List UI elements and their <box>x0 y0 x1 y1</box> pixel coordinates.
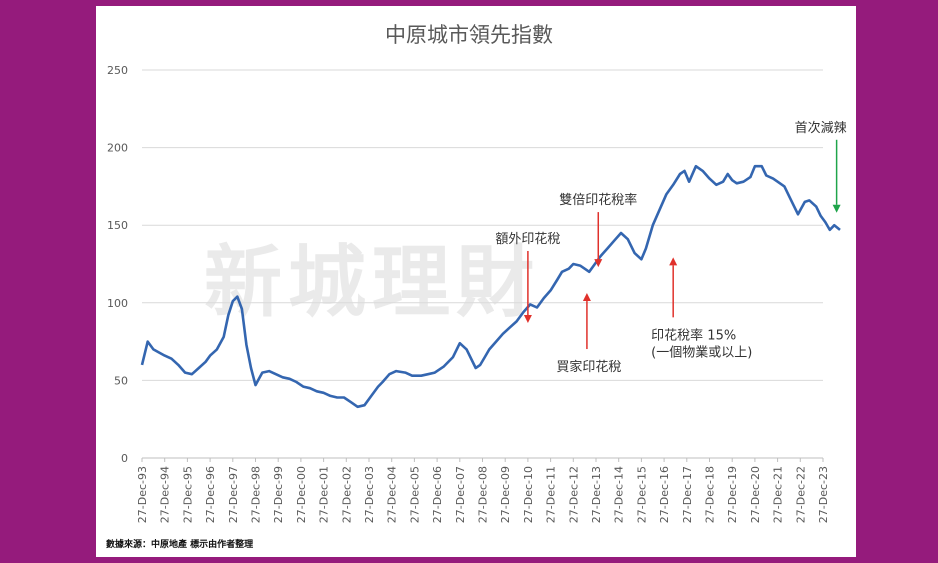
x-tick-label: 27-Dec-16 <box>658 466 671 523</box>
x-tick-label: 27-Dec-21 <box>772 466 785 523</box>
annotation-label: 雙倍印花稅率 <box>559 192 637 208</box>
x-tick-label: 27-Dec-01 <box>318 466 331 523</box>
x-tick-label: 27-Dec-99 <box>272 466 285 523</box>
y-tick-label: 250 <box>107 64 128 77</box>
x-tick-label: 27-Dec-98 <box>250 466 263 523</box>
x-tick-label: 27-Dec-22 <box>794 466 807 523</box>
x-tick-label: 27-Dec-07 <box>454 466 467 523</box>
y-axis-ticks: 0 50 100 150 200 250 <box>107 64 128 465</box>
x-tick-label: 27-Dec-03 <box>363 466 376 523</box>
annotation-label: 首次減辣 <box>795 120 847 136</box>
x-tick-label: 27-Dec-97 <box>227 466 240 523</box>
x-tick-label: 27-Dec-09 <box>499 466 512 523</box>
annotation-label: 額外印花稅 <box>495 231 560 247</box>
annotation-arrowhead <box>582 293 591 302</box>
chart-panel: 中原城市領先指數 新城理財 0 50 100 150 200 250 27-Dec-93 2… <box>96 6 856 557</box>
x-tick-label: 27-Dec-10 <box>522 466 535 523</box>
source-note: 數據來源：中原地產 標示由作者整理 <box>106 538 253 550</box>
x-tick-label: 27-Dec-08 <box>477 466 490 523</box>
x-tick-label: 27-Dec-00 <box>295 466 308 523</box>
x-tick-label: 27-Dec-96 <box>204 466 217 523</box>
x-tick-label: 27-Dec-18 <box>704 466 717 523</box>
chart-title: 中原城市領先指數 <box>385 23 553 47</box>
watermark: 新城理財 <box>204 238 540 328</box>
x-tick-label: 27-Dec-05 <box>408 466 421 523</box>
y-tick-label: 150 <box>107 219 128 232</box>
y-tick-label: 0 <box>121 452 128 465</box>
x-axis-ticks: 27-Dec-93 27-Dec-94 27-Dec-95 27-Dec-96 27-D… <box>136 466 830 523</box>
y-tick-label: 50 <box>114 374 128 387</box>
annotation-label: 印花稅率 15% <box>651 327 736 343</box>
x-tick-label: 27-Dec-15 <box>635 466 648 523</box>
annotation-arrowhead <box>523 314 532 323</box>
x-tick-label: 27-Dec-20 <box>749 466 762 523</box>
annotation-label: 買家印花稅 <box>556 359 621 375</box>
x-tick-label: 27-Dec-06 <box>431 466 444 523</box>
annotation-arrowhead <box>669 257 678 266</box>
annotation-arrowhead <box>594 259 603 268</box>
x-tick-label: 27-Dec-17 <box>681 466 694 523</box>
x-tick-label: 27-Dec-04 <box>386 466 399 523</box>
series-line-index <box>140 164 841 409</box>
x-tick-label: 27-Dec-93 <box>136 466 149 523</box>
annotation-arrowhead <box>832 204 841 213</box>
annotation-label: (一個物業或以上) <box>651 344 752 360</box>
x-tick-label: 27-Dec-14 <box>613 466 626 523</box>
x-tick-label: 27-Dec-95 <box>181 466 194 523</box>
x-tick-label: 27-Dec-13 <box>590 466 603 523</box>
y-tick-label: 100 <box>107 297 128 310</box>
x-tick-label: 27-Dec-94 <box>159 466 172 523</box>
x-tick-label: 27-Dec-02 <box>340 466 353 523</box>
x-tick-label: 27-Dec-19 <box>726 466 739 523</box>
y-tick-label: 200 <box>107 142 128 155</box>
x-tick-label: 27-Dec-11 <box>545 466 558 523</box>
x-tick-label: 27-Dec-23 <box>817 466 830 523</box>
x-tick-label: 27-Dec-12 <box>567 466 580 523</box>
